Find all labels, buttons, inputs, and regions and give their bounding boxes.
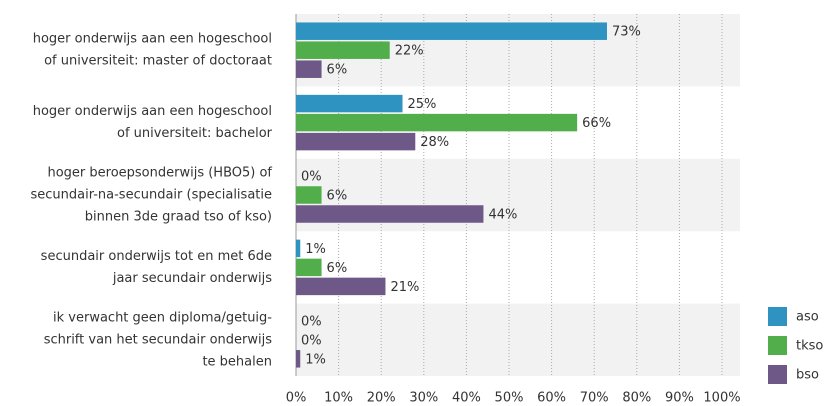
legend-swatch — [768, 365, 787, 384]
value-label: 0% — [301, 170, 322, 185]
bar — [296, 239, 301, 258]
category-label: schrift van het secundair onderwijs — [44, 332, 273, 347]
bar — [296, 113, 578, 132]
value-label: 0% — [301, 314, 322, 329]
category-label: secundair-na-secundair (specialisatie — [30, 188, 272, 203]
bar — [296, 186, 322, 204]
value-label: 22% — [395, 44, 424, 59]
value-label: 1% — [305, 352, 326, 367]
bar — [296, 94, 403, 113]
legend-label: tkso — [796, 339, 823, 354]
category-label: ik verwacht geen diploma/getuig- — [53, 310, 272, 325]
category-label: of universiteit: master of doctoraat — [44, 54, 272, 69]
value-label: 6% — [327, 261, 348, 276]
value-label: 25% — [408, 97, 437, 112]
x-tick-label: 30% — [409, 391, 438, 406]
category-label: hoger beroepsonderwijs (HBO5) of — [47, 166, 272, 181]
x-tick-label: 60% — [537, 391, 566, 406]
bar — [296, 350, 301, 368]
category-label: binnen 3de graad tso of kso) — [85, 210, 272, 225]
x-tick-label: 80% — [622, 391, 651, 406]
legend-label: bso — [796, 368, 819, 383]
x-tick-label: 40% — [452, 391, 481, 406]
x-tick-label: 0% — [286, 391, 307, 406]
bar — [296, 60, 322, 78]
category-label: secundair onderwijs tot en met 6de — [41, 249, 272, 264]
category-label: te behalen — [202, 354, 272, 369]
value-label: 6% — [327, 63, 348, 78]
bar — [296, 258, 322, 277]
value-label: 44% — [488, 208, 517, 223]
value-label: 1% — [305, 242, 326, 257]
legend-swatch — [768, 336, 787, 355]
value-label: 0% — [301, 333, 322, 348]
row-band — [296, 303, 740, 376]
x-tick-label: 20% — [367, 391, 396, 406]
bar — [296, 41, 390, 59]
x-tick-label: 100% — [703, 391, 740, 406]
value-label: 21% — [390, 280, 419, 295]
value-label: 28% — [420, 135, 449, 150]
x-tick-label: 70% — [580, 391, 609, 406]
bar — [296, 277, 386, 296]
bar — [296, 132, 416, 151]
category-label: hoger onderwijs aan een hogeschool — [33, 32, 272, 47]
value-label: 6% — [327, 189, 348, 204]
category-label: of universiteit: bachelor — [117, 126, 273, 141]
category-label: hoger onderwijs aan een hogeschool — [33, 104, 272, 119]
legend-swatch — [768, 307, 787, 326]
legend-label: aso — [796, 310, 819, 325]
x-tick-label: 90% — [665, 391, 694, 406]
x-tick-label: 50% — [495, 391, 524, 406]
bar — [296, 205, 484, 223]
value-label: 73% — [612, 25, 641, 40]
bar — [296, 22, 607, 40]
category-label: jaar secundair onderwijs — [112, 271, 272, 286]
x-tick-label: 10% — [324, 391, 353, 406]
value-label: 66% — [582, 116, 611, 131]
